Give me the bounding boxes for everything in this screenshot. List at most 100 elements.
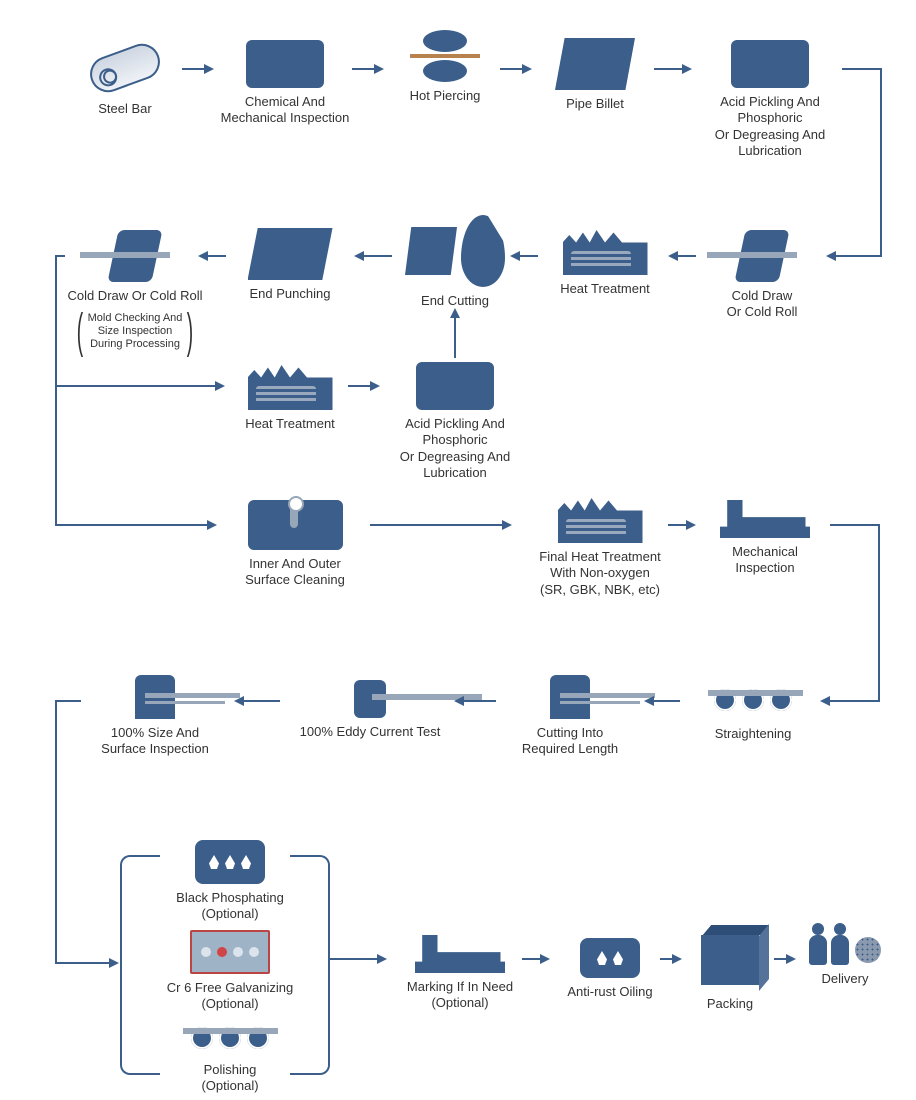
step-label: Steel Bar [98, 101, 151, 117]
cutting-icon [550, 675, 590, 719]
step-anti-rust: Anti-rust Oiling [555, 938, 665, 1000]
step-label: Cold DrawOr Cold Roll [727, 288, 798, 321]
arrow [352, 68, 382, 70]
step-cold-draw-1: Cold DrawOr Cold Roll [702, 230, 822, 321]
step-label: Marking If In Need(Optional) [407, 979, 513, 1012]
heat-treatment-icon [563, 225, 648, 275]
step-steel-bar: Steel Bar [70, 40, 180, 117]
step-heat-treatment-2: Heat Treatment [230, 360, 350, 432]
step-galvanizing: Cr 6 Free Galvanizing(Optional) [160, 930, 300, 1013]
arrow [512, 255, 538, 257]
machine-icon [720, 500, 810, 538]
step-label: MechanicalInspection [732, 544, 798, 577]
step-label: Acid Pickling AndPhosphoricOr Degreasing… [400, 416, 511, 481]
arrow [348, 385, 378, 387]
arrow [330, 958, 385, 960]
arrow [236, 700, 280, 702]
heat-treatment-icon [248, 360, 333, 410]
arrow [522, 958, 548, 960]
step-label: Cr 6 Free Galvanizing(Optional) [167, 980, 293, 1013]
inspection-icon [135, 675, 175, 719]
arrow [774, 958, 794, 960]
step-label: 100% Size AndSurface Inspection [101, 725, 209, 758]
arrow [500, 68, 530, 70]
step-label: Cutting IntoRequired Length [522, 725, 618, 758]
step-end-cutting: End Cutting [400, 215, 510, 309]
step-label: Black Phosphating(Optional) [176, 890, 284, 923]
step-delivery: Delivery [800, 935, 890, 987]
arrow [55, 524, 215, 526]
acid-pickling-icon [731, 40, 809, 88]
step-heat-treatment-1: Heat Treatment [545, 225, 665, 297]
connector [55, 700, 57, 963]
machine-icon [415, 935, 505, 973]
step-label: Packing [707, 996, 753, 1012]
arrow [182, 68, 212, 70]
step-label: Inner And OuterSurface Cleaning [245, 556, 345, 589]
steel-bar-icon [89, 40, 161, 95]
arrow [370, 524, 510, 526]
drops-icon [195, 840, 265, 884]
step-label: Anti-rust Oiling [567, 984, 652, 1000]
arrow [670, 255, 696, 257]
panel-icon [190, 930, 270, 974]
arrow [205, 385, 223, 387]
step-black-phosphating: Black Phosphating(Optional) [165, 840, 295, 923]
step-hot-piercing: Hot Piercing [390, 30, 500, 104]
connector [55, 255, 65, 257]
arrow [456, 700, 496, 702]
arrow [828, 255, 882, 257]
end-cutting-icon [405, 215, 505, 287]
step-mechanical-inspection: MechanicalInspection [700, 500, 830, 577]
eddy-icon [354, 680, 386, 718]
step-acid-pickling-2: Acid Pickling AndPhosphoricOr Degreasing… [385, 362, 525, 481]
step-packing: Packing [685, 930, 775, 1012]
step-polishing: Polishing(Optional) [160, 1020, 300, 1095]
arrow [654, 68, 690, 70]
end-punching-icon [248, 228, 333, 280]
optional-branch-bracket [120, 855, 160, 1075]
arrow [822, 700, 880, 702]
final-heat-icon [558, 493, 643, 543]
arrow [660, 958, 680, 960]
step-label: Acid Pickling AndPhosphoricOr Degreasing… [715, 94, 826, 159]
step-label: Heat Treatment [245, 416, 335, 432]
connector [878, 524, 880, 702]
inspection-icon [246, 40, 324, 88]
delivery-icon [809, 935, 881, 965]
step-chem-mech-inspection: Chemical AndMechanical Inspection [220, 40, 350, 127]
step-label: Delivery [822, 971, 869, 987]
step-straightening: Straightening [688, 680, 818, 742]
step-pipe-billet: Pipe Billet [540, 38, 650, 112]
arrow [668, 524, 694, 526]
step-label: Chemical AndMechanical Inspection [221, 94, 350, 127]
hot-piercing-icon [410, 30, 480, 82]
step-cutting-length: Cutting IntoRequired Length [505, 675, 635, 758]
step-eddy-current: 100% Eddy Current Test [290, 680, 450, 740]
step-label: Hot Piercing [410, 88, 481, 104]
step-sublabel: Mold Checking AndSize InspectionDuring P… [88, 312, 183, 352]
arrow [454, 310, 456, 358]
connector [880, 68, 882, 256]
step-end-punching: End Punching [230, 228, 350, 302]
cube-icon [701, 930, 759, 990]
connector [830, 524, 880, 526]
step-label: Heat Treatment [560, 281, 650, 297]
arrow [356, 255, 392, 257]
step-size-surface-inspection: 100% Size AndSurface Inspection [85, 675, 225, 758]
step-label: Final Heat TreatmentWith Non-oxygen(SR, … [539, 549, 660, 598]
step-final-heat-treatment: Final Heat TreatmentWith Non-oxygen(SR, … [520, 493, 680, 598]
drops-icon [580, 938, 640, 978]
acid-pickling-icon [416, 362, 494, 410]
step-label: Pipe Billet [566, 96, 624, 112]
step-label: Polishing(Optional) [201, 1062, 258, 1095]
step-label: Cold Draw Or Cold Roll [67, 288, 202, 304]
step-marking: Marking If In Need(Optional) [395, 935, 525, 1012]
connector [55, 700, 81, 702]
step-label: Straightening [715, 726, 792, 742]
chain-icon [191, 1020, 269, 1056]
step-surface-cleaning: Inner And OuterSurface Cleaning [225, 500, 365, 589]
step-cold-draw-2: Cold Draw Or Cold Roll ( Mold Checking A… [65, 230, 205, 359]
arrow [200, 255, 226, 257]
arrow [646, 700, 680, 702]
